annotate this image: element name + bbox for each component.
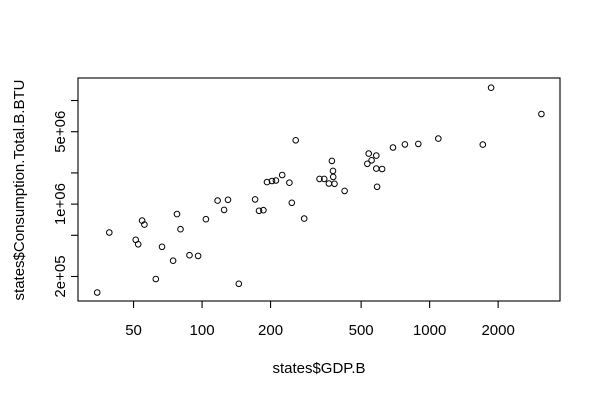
data-point [278,171,286,179]
data-point [373,152,380,159]
data-point [134,241,142,248]
data-point [320,175,328,183]
data-point [220,206,228,214]
data-point [378,165,386,173]
data-point [364,160,371,168]
y-axis-tick-label: 1e+06 [52,183,69,225]
data-point [389,144,397,151]
x-axis-tick-label: 100 [190,322,215,339]
data-point [186,251,193,259]
data-point [415,140,422,148]
x-axis: 50 100 200 500 1000 2000 [125,301,515,339]
data-point [177,225,184,233]
data-point [316,175,323,183]
data-point [235,280,243,288]
data-point [224,196,232,204]
data-point [173,210,181,218]
x-axis-tick-label: 200 [258,322,283,339]
data-point [329,167,337,175]
x-axis-tick-label: 1000 [413,322,446,339]
data-point [93,289,101,296]
data-point [325,180,333,187]
data-point [328,157,336,165]
x-axis-tick-label: 500 [349,322,374,339]
plot-area-border [77,77,561,302]
data-point [255,207,263,215]
y-axis-title: states$Consumption.Total.B.BTU [11,80,28,301]
data-point [365,150,373,157]
x-axis-tick-label: 2000 [481,322,514,339]
data-point [286,179,293,186]
data-point [272,177,280,184]
data-point [368,157,375,164]
x-axis-tick-label: 50 [125,322,142,339]
data-point [152,275,160,283]
x-axis-title: states$GDP.B [272,360,365,377]
data-point [373,165,380,172]
data-point [401,141,409,148]
data-point [202,215,210,223]
data-point [435,135,442,142]
y-axis: 2e+05 1e+06 5e+06 [52,99,78,298]
data-point [106,229,113,236]
data-points [93,84,545,296]
data-point [300,215,308,222]
data-point [341,187,348,195]
data-point [169,257,177,265]
data-point [373,183,381,191]
data-point [214,197,221,204]
data-point [538,110,545,118]
y-axis-tick-label: 5e+06 [52,111,69,153]
data-point [194,252,202,260]
y-axis-tick-label: 2e+05 [52,255,69,297]
data-point [329,173,337,181]
data-point [141,221,148,228]
data-point [487,84,495,91]
data-point [251,196,259,203]
data-point [479,141,487,148]
data-point [158,243,166,251]
data-point [268,177,276,185]
data-point [292,137,300,144]
data-point [331,180,338,188]
data-point [260,206,267,214]
data-point [288,199,296,207]
